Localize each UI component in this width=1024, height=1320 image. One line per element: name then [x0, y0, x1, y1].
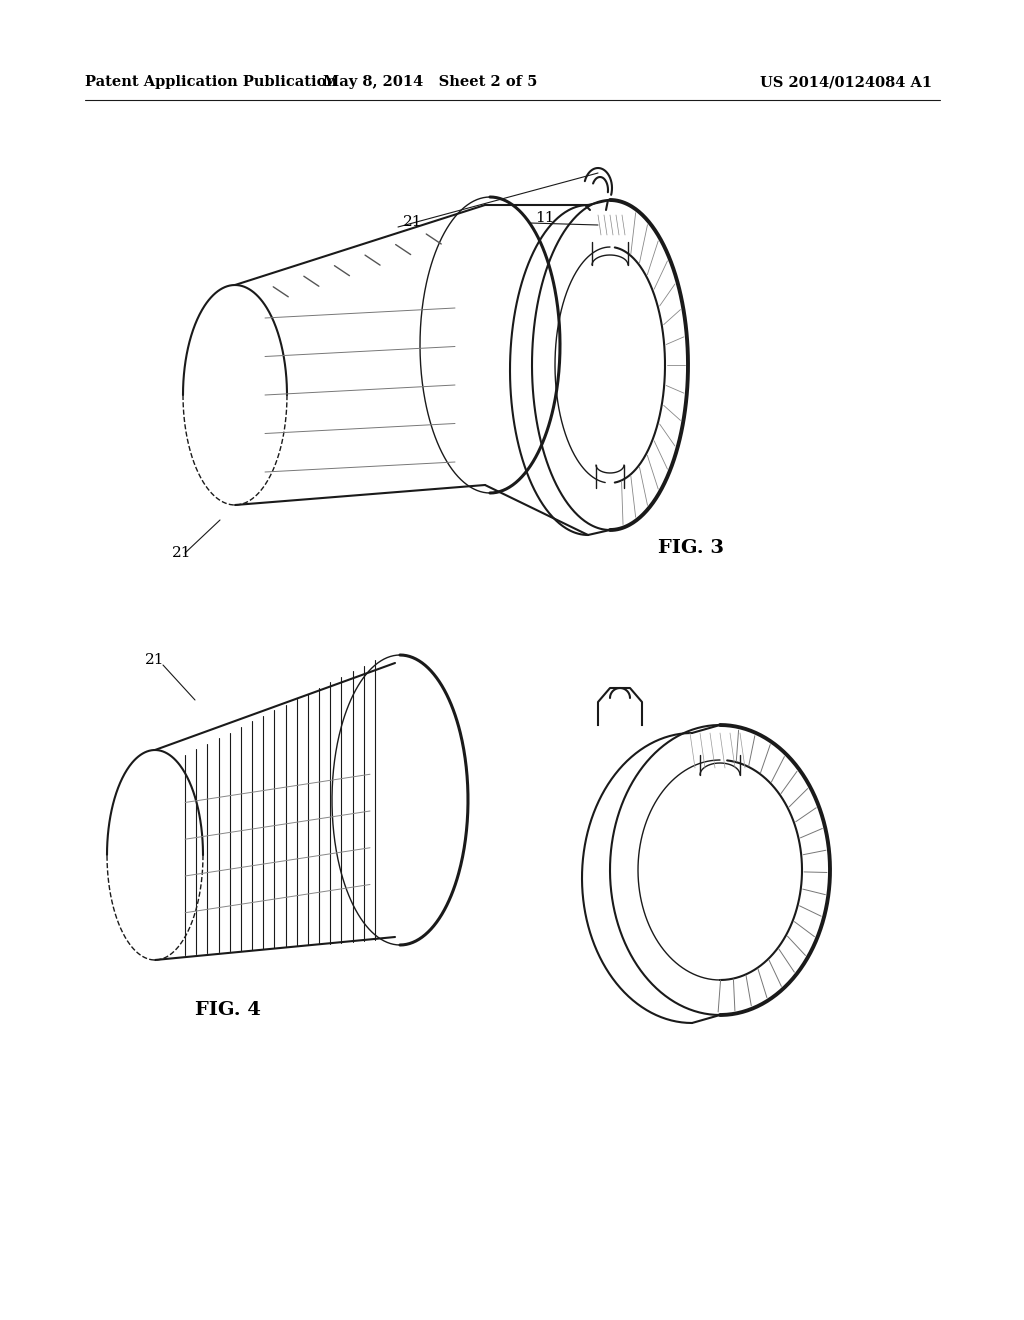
- Text: May 8, 2014   Sheet 2 of 5: May 8, 2014 Sheet 2 of 5: [323, 75, 538, 88]
- Text: 21: 21: [172, 546, 191, 560]
- Text: FIG. 4: FIG. 4: [195, 1001, 261, 1019]
- Text: Patent Application Publication: Patent Application Publication: [85, 75, 337, 88]
- Text: 21: 21: [403, 215, 423, 228]
- Text: 11: 11: [535, 211, 555, 224]
- Text: FIG. 3: FIG. 3: [658, 539, 724, 557]
- Text: 21: 21: [145, 653, 165, 667]
- Text: US 2014/0124084 A1: US 2014/0124084 A1: [760, 75, 932, 88]
